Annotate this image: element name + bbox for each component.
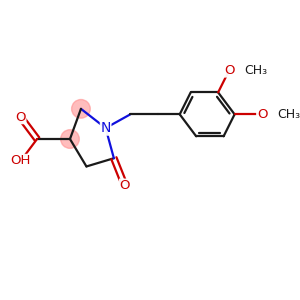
Text: O: O <box>224 64 234 77</box>
Text: O: O <box>257 108 267 121</box>
Text: CH₃: CH₃ <box>277 108 300 121</box>
Text: CH₃: CH₃ <box>244 64 267 77</box>
Text: O: O <box>120 179 130 192</box>
Circle shape <box>61 130 79 148</box>
Text: O: O <box>15 111 26 124</box>
Circle shape <box>72 100 90 118</box>
Text: OH: OH <box>11 154 31 167</box>
Text: N: N <box>100 121 111 135</box>
